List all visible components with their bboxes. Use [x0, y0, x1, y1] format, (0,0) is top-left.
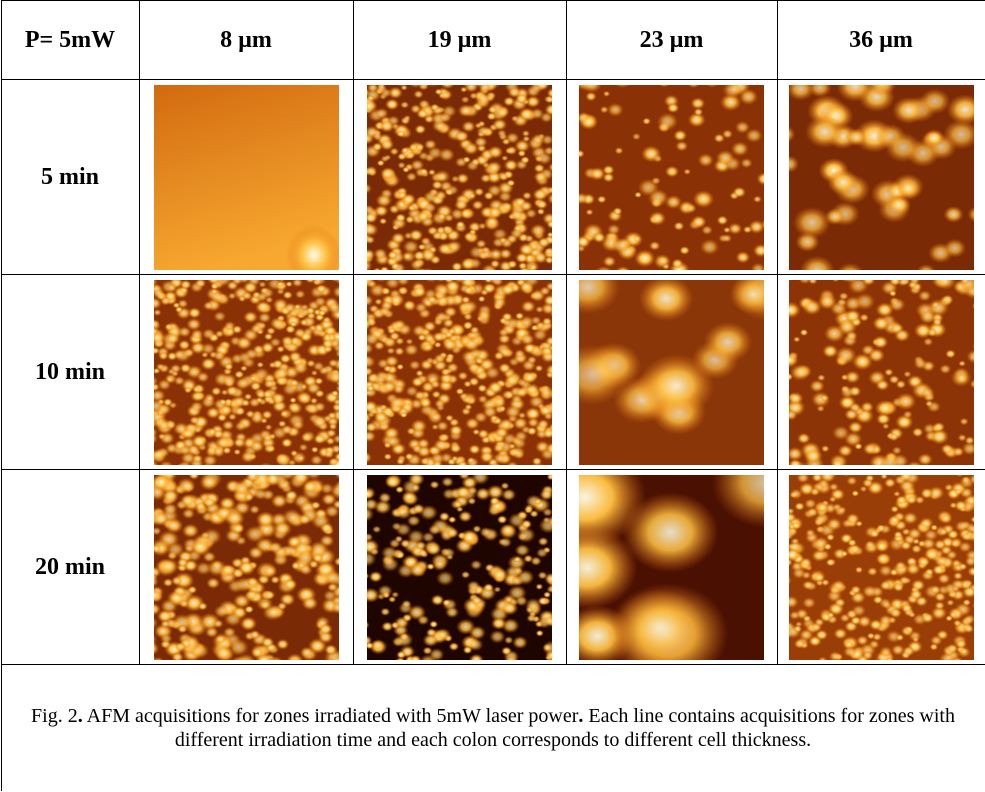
- afm-image: [367, 475, 552, 660]
- afm-image: [579, 85, 764, 270]
- image-cell: [777, 470, 985, 665]
- caption-text: Fig. 2: [31, 705, 78, 727]
- image-cell: [353, 80, 566, 275]
- afm-image: [789, 85, 974, 270]
- image-cell: [566, 470, 777, 665]
- afm-image: [579, 475, 764, 660]
- header-row: P= 5mW 8 µm 19 µm 23 µm 36 µm: [1, 1, 985, 80]
- caption-text: AFM acquisitions for zones irradiated wi…: [87, 705, 579, 727]
- afm-image: [154, 280, 339, 465]
- image-cell: [353, 275, 566, 470]
- caption-text: .: [78, 705, 83, 727]
- image-cell: [566, 80, 777, 275]
- row: 20 min: [1, 470, 985, 665]
- afm-image: [789, 280, 974, 465]
- row-label: 10 min: [1, 275, 139, 470]
- afm-image: [367, 85, 552, 270]
- caption: Fig. 2. AFM acquisitions for zones irrad…: [1, 665, 985, 792]
- header-cell: 23 µm: [566, 1, 777, 80]
- afm-image: [367, 280, 552, 465]
- image-cell: [777, 275, 985, 470]
- image-cell: [353, 470, 566, 665]
- afm-image: [789, 475, 974, 660]
- image-cell: [139, 80, 353, 275]
- header-cell: 19 µm: [353, 1, 566, 80]
- image-cell: [777, 80, 985, 275]
- header-cell: P= 5mW: [1, 1, 139, 80]
- row: 10 min: [1, 275, 985, 470]
- image-cell: [139, 470, 353, 665]
- header-cell: 36 µm: [777, 1, 985, 80]
- header-cell: 8 µm: [139, 1, 353, 80]
- image-cell: [566, 275, 777, 470]
- row-label: 20 min: [1, 470, 139, 665]
- row: 5 min: [1, 80, 985, 275]
- image-cell: [139, 275, 353, 470]
- caption-text: .: [578, 705, 583, 727]
- afm-image: [154, 475, 339, 660]
- afm-image: [154, 85, 339, 270]
- caption-row: Fig. 2. AFM acquisitions for zones irrad…: [1, 665, 985, 792]
- row-label: 5 min: [1, 80, 139, 275]
- afm-image: [579, 280, 764, 465]
